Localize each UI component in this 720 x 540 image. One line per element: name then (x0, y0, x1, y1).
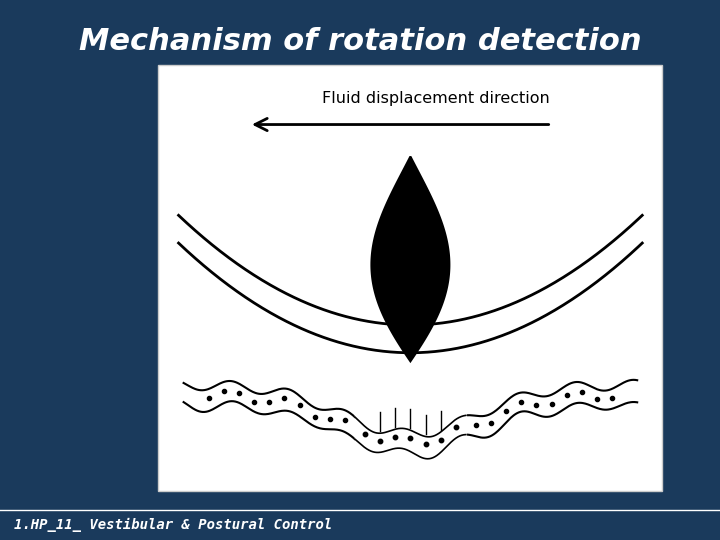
Text: 1.HP_11_ Vestibular & Postural Control: 1.HP_11_ Vestibular & Postural Control (14, 518, 333, 532)
Text: Fluid displacement direction: Fluid displacement direction (322, 91, 549, 106)
Polygon shape (372, 157, 449, 361)
Bar (158, 65, 662, 491)
Text: Mechanism of rotation detection: Mechanism of rotation detection (78, 27, 642, 56)
